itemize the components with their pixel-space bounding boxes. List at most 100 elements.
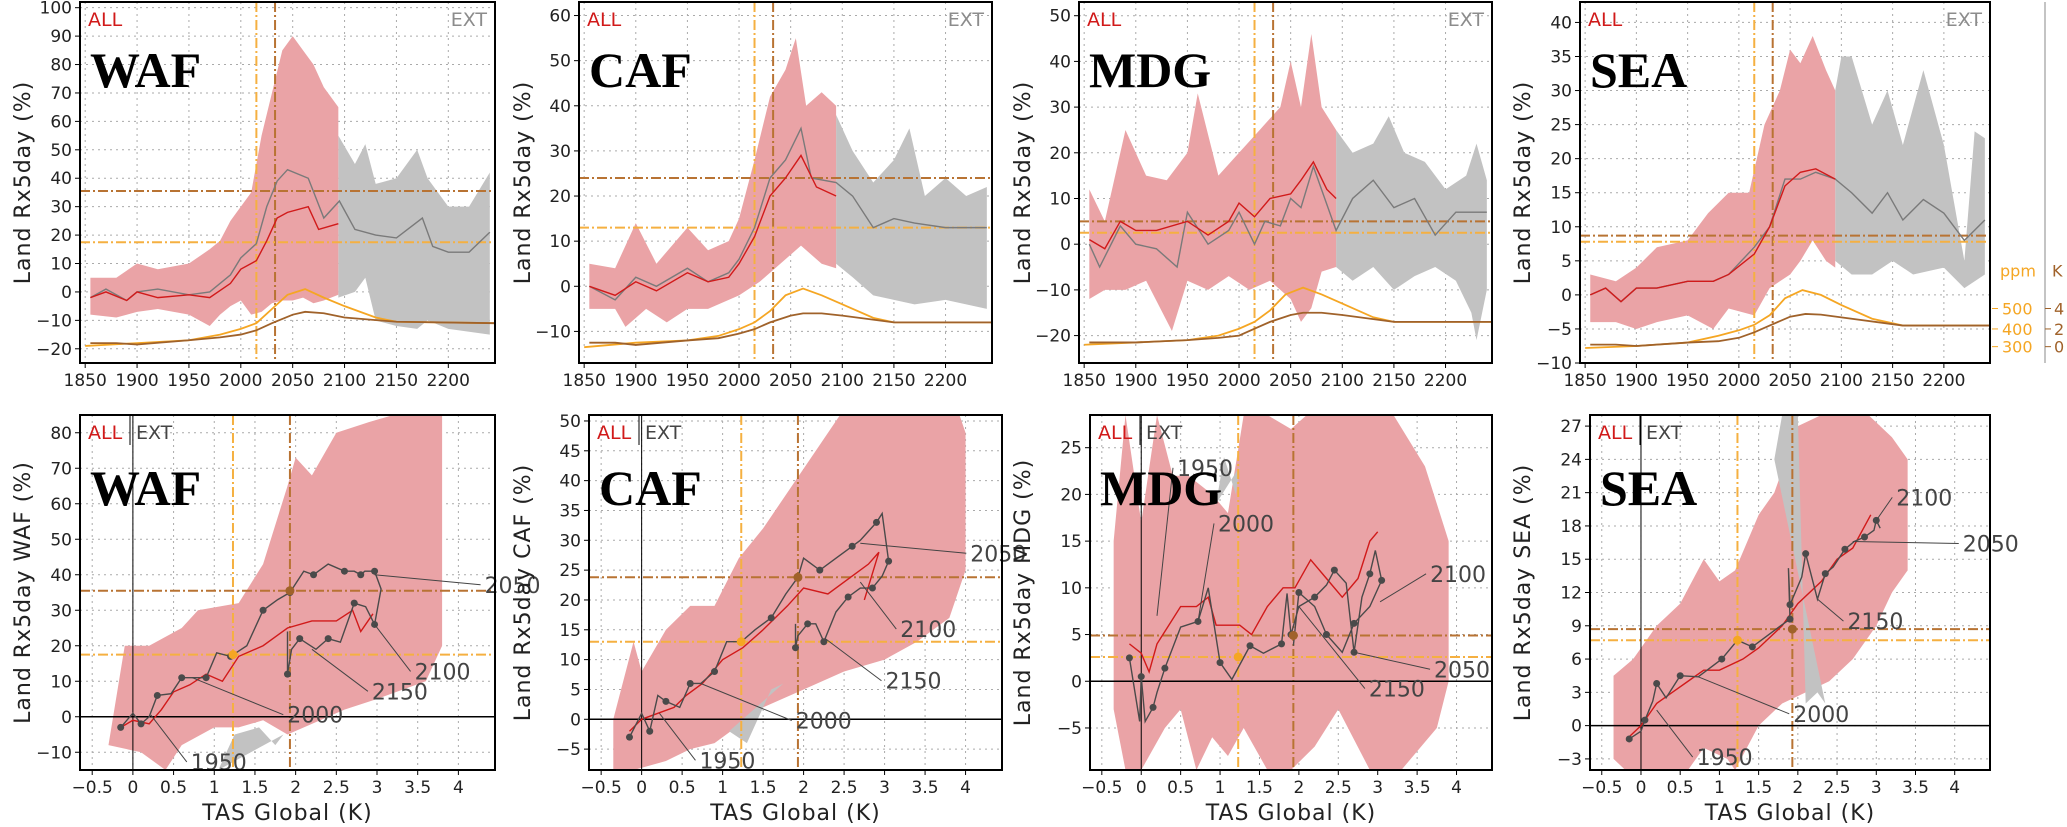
y-axis-title: Land Rx5day (%)	[1511, 81, 1536, 284]
y-tick-label: 0	[570, 710, 581, 730]
x-tick-label: 2150	[1871, 371, 1914, 391]
plot-area	[80, 2, 495, 363]
y-tick-label: 0	[1561, 286, 1572, 306]
y-tick-label: 20	[549, 187, 571, 207]
y-tick-label: 25	[559, 561, 581, 581]
x-tick-label: 1.5	[750, 778, 777, 798]
orange-ref-point	[736, 637, 746, 647]
y-tick-label: 10	[1550, 218, 1572, 238]
y-tick-label: 35	[559, 501, 581, 521]
x-tick-label: −0.5	[72, 778, 113, 798]
y-tick-label: 100	[40, 0, 72, 19]
ext-band	[338, 135, 490, 335]
region-label: CAF	[589, 42, 692, 98]
all-mean-line	[1589, 168, 1836, 303]
y-tick-label: −10	[36, 743, 72, 763]
ext-point	[1295, 589, 1303, 596]
ext-mean-line	[90, 168, 491, 302]
legend-all: ALL	[88, 422, 123, 444]
legend-ext: EXT	[645, 422, 682, 444]
x-tick-label: 2	[1792, 778, 1803, 798]
x-tick-label: 0	[127, 778, 138, 798]
x-tick-label: −0.5	[1081, 778, 1122, 798]
ext-point	[868, 584, 876, 592]
ext-point	[1625, 735, 1633, 743]
x-tick-label: −0.5	[581, 778, 622, 798]
ext-point	[1653, 679, 1661, 687]
all-band	[1590, 36, 1836, 329]
y-tick-label: 15	[559, 621, 581, 641]
ext-point	[686, 679, 694, 687]
k-tick-label: 2	[2054, 320, 2064, 339]
x-tick-label: 2050	[769, 371, 812, 391]
ppm-axis-title: ppm	[2000, 261, 2036, 280]
y-tick-label: 50	[1049, 7, 1071, 27]
ext-point	[804, 620, 812, 628]
y-tick-label: 40	[549, 97, 571, 117]
x-tick-label: 1900	[614, 371, 657, 391]
all-mean-line	[628, 551, 880, 732]
y-tick-label: 20	[1550, 150, 1572, 170]
ext-point	[284, 670, 291, 678]
ext-point	[625, 733, 633, 741]
year-label-1950: 1950	[1697, 746, 1753, 771]
ext-point	[1786, 615, 1794, 623]
all-band	[108, 415, 443, 770]
y-tick-label: 40	[1049, 52, 1071, 72]
y-tick-label: −3	[1557, 750, 1582, 770]
plot-area	[579, 2, 992, 363]
y-axis-title: Land Rx5day SEA (%)	[1511, 464, 1536, 721]
ext-mean-line	[1128, 550, 1383, 724]
region-label: MDG	[1100, 460, 1222, 516]
ext-point	[1718, 655, 1726, 663]
temperature-line	[1089, 311, 1492, 344]
panel-top-caf: 1850 1900 1950 2000 2050 2100 2150 2200−1001020…	[511, 1, 993, 391]
year-leader-line	[1197, 523, 1215, 622]
y-tick-label: 60	[549, 7, 571, 27]
ext-point	[1216, 659, 1224, 667]
ext-point	[137, 720, 145, 728]
x-tick-label: 2150	[872, 371, 915, 391]
ext-point	[872, 518, 880, 526]
y-tick-label: −5	[1547, 320, 1572, 340]
x-tick-label: 3	[1871, 778, 1882, 798]
ext-point	[1311, 593, 1319, 601]
year-label-2150: 2150	[372, 680, 428, 705]
plot-frame	[578, 1, 993, 364]
ext-mean-line	[588, 126, 987, 301]
ext-point	[296, 635, 304, 643]
y-tick-label: 70	[50, 84, 72, 104]
ext-point	[1149, 703, 1157, 711]
ext-mean-line	[120, 563, 382, 728]
x-tick-label: 3	[1372, 778, 1383, 798]
x-tick-label: 3.5	[912, 778, 939, 798]
x-tick-label: 2000	[717, 371, 760, 391]
year-leader-line	[1353, 651, 1431, 670]
x-tick-label: 1950	[167, 371, 210, 391]
x-tick-label: 2200	[1922, 371, 1965, 391]
ext-point	[340, 567, 348, 575]
co2-line	[1585, 289, 1990, 349]
year-leader-line	[1875, 497, 1893, 521]
temperature-line	[589, 312, 992, 346]
legend-ext: EXT	[1946, 9, 1983, 31]
x-tick-label: 3.5	[1902, 778, 1929, 798]
ext-point	[259, 606, 267, 614]
ext-mean-line	[1088, 164, 1487, 269]
y-tick-label: 30	[549, 142, 571, 162]
year-label-2000: 2000	[287, 704, 343, 729]
y-tick-label: 40	[1550, 13, 1572, 33]
all-band	[1089, 33, 1337, 332]
y-tick-label: 50	[549, 52, 571, 72]
x-axis-title: TAS Global (K)	[1704, 801, 1876, 826]
x-tick-label: 0.5	[1167, 778, 1194, 798]
x-tick-label: 2100	[1820, 371, 1863, 391]
year-leader-line	[192, 677, 284, 716]
temperature-line	[1590, 313, 1990, 347]
year-label-1950: 1950	[1177, 457, 1233, 482]
y-tick-label: 60	[50, 495, 72, 515]
ext-point	[820, 638, 828, 646]
